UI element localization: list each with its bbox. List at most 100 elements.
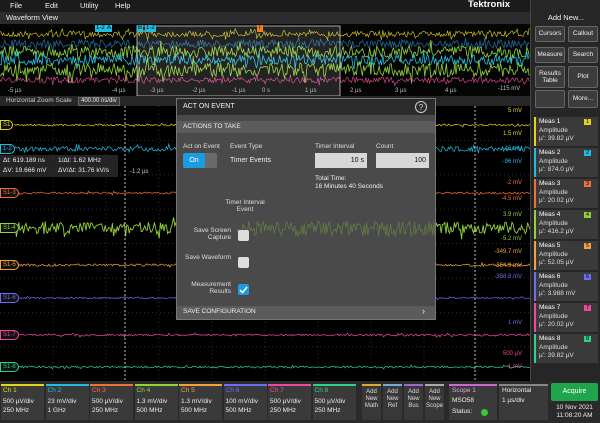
time: 11:08:20 AM — [556, 412, 593, 419]
overview-time-label: -3 µs — [150, 88, 164, 94]
meas-tag: 4 — [584, 212, 592, 219]
footer-arrow: › — [422, 306, 425, 316]
menu-item[interactable]: Help — [115, 1, 131, 10]
channel-marker[interactable]: S1-8 — [0, 362, 19, 372]
column-header: Count — [376, 143, 394, 150]
cursor-value: Δt: 619.189 ns — [3, 157, 45, 164]
channel-marker[interactable]: S1-3 — [0, 188, 19, 198]
panel-button[interactable]: More... — [568, 90, 598, 108]
waveform-trace — [236, 220, 435, 238]
help-button[interactable]: ? — [415, 101, 427, 113]
panel-button[interactable]: Plot — [568, 66, 598, 88]
action-label: Save Screen Capture — [193, 227, 231, 242]
checkbox[interactable] — [238, 230, 249, 241]
channel-label: Ch 2 — [47, 387, 62, 394]
menu-item[interactable]: File — [10, 1, 23, 10]
channel-badge[interactable]: Ch 1 500 µV/div 250 MHz — [1, 384, 44, 420]
channel-scale: 1.3 mV/div — [136, 398, 168, 405]
panel-button[interactable]: Search — [568, 47, 598, 63]
meas-name: Meas 6 — [539, 273, 561, 280]
checkbox[interactable] — [238, 284, 249, 295]
channel-badge[interactable]: Ch 3 500 µV/div 250 MHz — [90, 384, 133, 420]
panel-button[interactable]: Cursors — [535, 26, 565, 42]
horizontal-badge[interactable]: Horizontal 1 µs/div — [499, 384, 548, 420]
waveform-trace — [0, 74, 530, 87]
meas-tag: 5 — [584, 243, 592, 250]
meas-value: µ': 416.2 µV — [539, 228, 574, 235]
icon-button[interactable] — [535, 90, 565, 108]
measurement-badge[interactable]: Meas 1 1 Amplitude µ': 39.82 µV — [534, 117, 598, 146]
waveform-trace — [0, 40, 530, 64]
meas-name: Meas 3 — [539, 180, 561, 187]
zoom-value[interactable]: 400.00 ns/div — [78, 97, 120, 106]
overview-time-label: 1 µs — [305, 88, 317, 94]
meas-name: Meas 5 — [539, 242, 561, 249]
menu-item[interactable]: Utility — [80, 1, 99, 10]
channel-bandwidth: 500 MHz — [181, 407, 208, 414]
channel-scale: 500 µV/div — [270, 398, 301, 405]
count-input[interactable]: 100 — [376, 153, 429, 168]
footer-bar[interactable] — [177, 306, 435, 319]
add-new-button[interactable]: Add New Math — [362, 384, 381, 420]
overview-time-label: 2 µs — [350, 88, 362, 94]
waveform-trace — [0, 50, 530, 70]
waveform-trace — [13, 364, 530, 370]
meas-name: Meas 7 — [539, 304, 561, 311]
measurement-badge[interactable]: Meas 5 5 Amplitude µ': 52.05 µV — [534, 241, 598, 270]
scope-badge[interactable]: Scope 1 MSO58 Status: — [449, 384, 497, 420]
channel-badge[interactable]: Ch 2 23 mV/div 1 GHz — [45, 384, 89, 420]
add-new-button[interactable]: Add New Scope — [425, 384, 444, 420]
meas-tag: 6 — [584, 274, 592, 281]
level-label: -349.7 mV — [494, 249, 522, 255]
channel-marker[interactable]: S1-6 — [0, 293, 19, 303]
channel-badge[interactable]: Ch 5 1.3 mV/div 500 MHz — [179, 384, 222, 420]
event-caption: Timer Interval Event — [225, 199, 265, 214]
toggle-on[interactable]: On — [183, 153, 205, 168]
panel-title: Add New... — [547, 13, 585, 22]
meas-type: Amplitude — [539, 251, 568, 258]
level-label: 1 mV — [507, 320, 522, 326]
meas-type: Amplitude — [539, 282, 568, 289]
channel-marker[interactable]: S1-5 — [0, 260, 19, 270]
channel-bandwidth: 500 MHz — [136, 407, 163, 414]
measurement-badge[interactable]: Meas 8 8 Amplitude µ': 39.82 µV — [534, 334, 598, 363]
level-label: -96 mV — [502, 159, 522, 165]
channel-marker[interactable]: S1 — [0, 120, 14, 130]
add-new-button[interactable]: Add New Ref — [383, 384, 402, 420]
measurement-badge[interactable]: Meas 4 4 Amplitude µ': 416.2 µV — [534, 210, 598, 239]
channel-badge[interactable]: Ch 4 1.3 mV/div 500 MHz — [134, 384, 178, 420]
overview-time-label: -1 µs — [232, 88, 246, 94]
view-title: Waveform View — [6, 13, 59, 22]
measurement-badge[interactable]: Meas 2 2 Amplitude µ': 874.0 µV — [534, 148, 598, 177]
event-type: Timer Events — [230, 157, 271, 164]
channel-marker[interactable]: S1-4 — [0, 223, 19, 233]
view-title-bar — [0, 12, 530, 24]
dialog-header — [177, 99, 435, 115]
timer-input[interactable]: 10 s — [315, 153, 367, 168]
overview-marker: A — [106, 25, 113, 32]
add-new-button[interactable]: Add New Bus — [404, 384, 423, 420]
channel-badge[interactable]: Ch 8 500 µV/div 250 MHz — [312, 384, 356, 420]
channel-badge[interactable]: Ch 7 500 µV/div 250 MHz — [268, 384, 311, 420]
channel-scale: 500 µV/div — [92, 398, 123, 405]
channel-marker[interactable]: 1-2 — [0, 144, 15, 154]
channel-badge[interactable]: Ch 6 100 mV/div 500 MHz — [223, 384, 267, 420]
measurement-badge[interactable]: Meas 3 3 Amplitude µ': 20.02 µV — [534, 179, 598, 208]
brand-logo: Tektronix — [468, 0, 511, 10]
measurement-badge[interactable]: Meas 6 6 Amplitude µ': 3.988 mV — [534, 272, 598, 301]
panel-button[interactable]: Measure — [535, 47, 565, 63]
menu-item[interactable]: Edit — [45, 1, 58, 10]
panel-button[interactable]: Callout — [568, 26, 598, 42]
channel-marker[interactable]: S1-7 — [0, 330, 19, 340]
overview-time-label: -5 µs — [8, 88, 22, 94]
level-label: -46 mV — [502, 146, 522, 152]
channel-bandwidth: 250 MHz — [3, 407, 30, 414]
meas-value: µ': 3.988 mV — [539, 290, 576, 297]
cursor-time: -1.2 µs — [130, 169, 149, 175]
channel-scale: 1.3 mV/div — [181, 398, 212, 405]
checkbox[interactable] — [238, 257, 249, 268]
panel-button[interactable]: Results Table — [535, 66, 565, 88]
measurement-badge[interactable]: Meas 7 7 Amplitude µ': 20.02 µV — [534, 303, 598, 332]
acquire-button[interactable]: Acquire — [551, 383, 598, 401]
